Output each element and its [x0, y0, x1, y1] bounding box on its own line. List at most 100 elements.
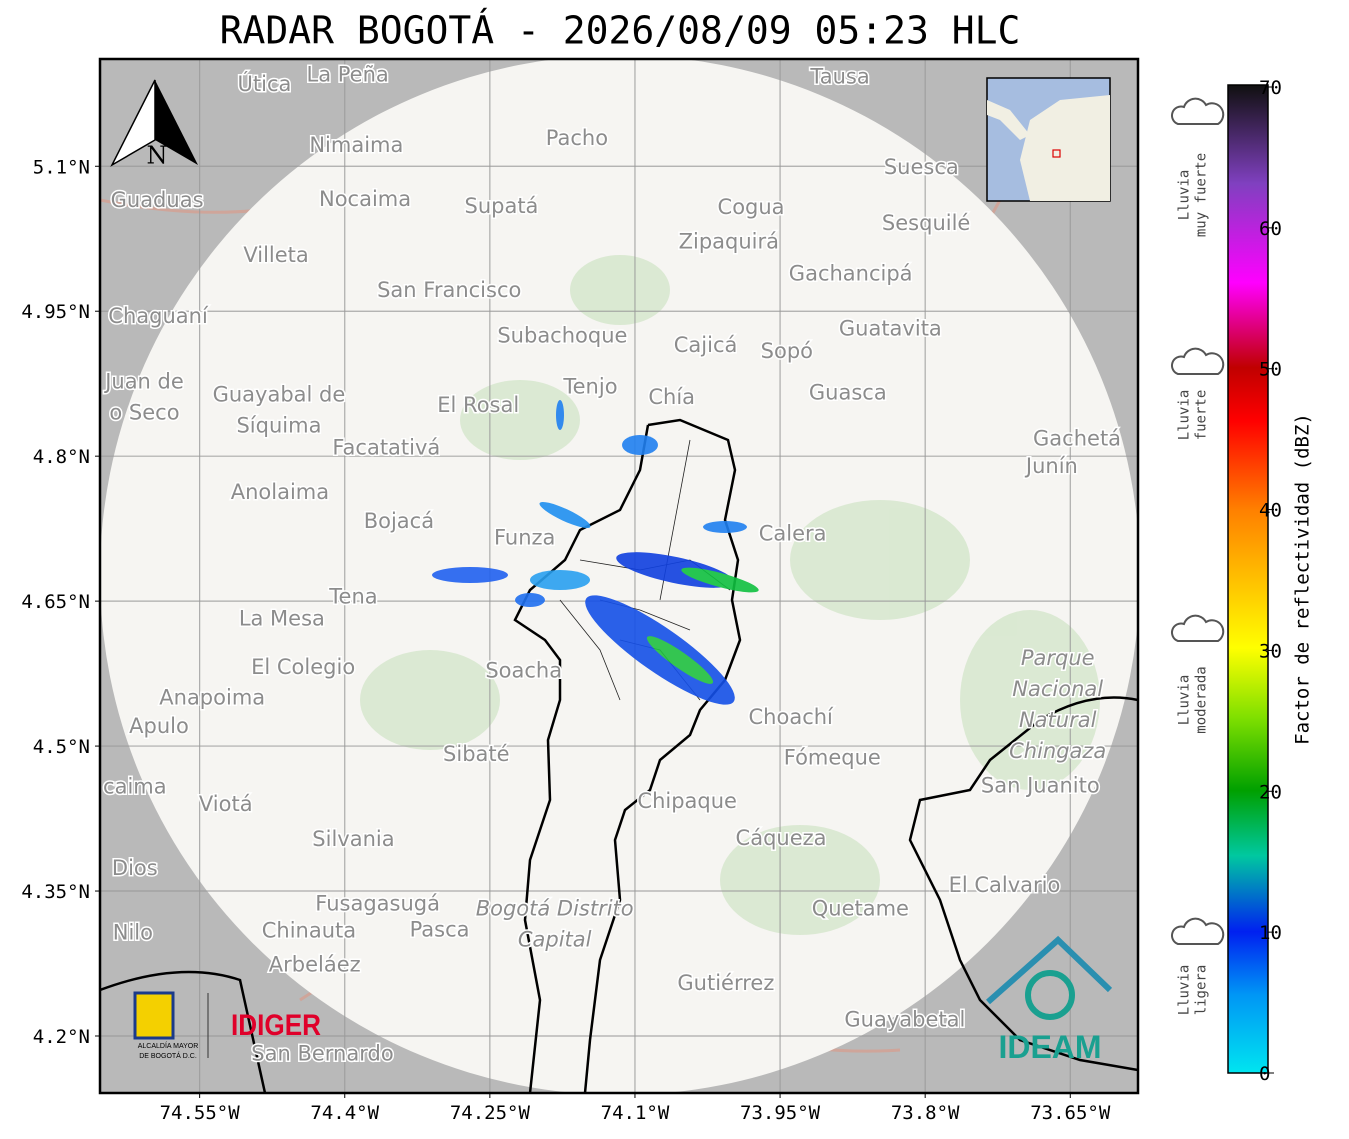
- place-label: Nilo: [113, 921, 153, 945]
- place-label: Sesquilé: [882, 211, 970, 235]
- place-label: Calera: [759, 521, 827, 545]
- place-label: Capital: [518, 927, 592, 951]
- x-tick-label: 74.4°W: [310, 1102, 379, 1124]
- place: Dios: [110, 854, 159, 881]
- rain-level: Lluvia moderada: [1171, 614, 1225, 734]
- place-label: Viotá: [199, 792, 253, 816]
- colorbar-tick-label: 30: [1259, 640, 1282, 662]
- place-label: Villeta: [243, 243, 308, 267]
- place: Chinauta: [260, 917, 357, 944]
- place-label: Cáqueza: [736, 826, 827, 850]
- cloud-icon: [1171, 347, 1225, 375]
- place: La Peña: [305, 61, 390, 88]
- rain-label: ligera: [1194, 965, 1210, 1016]
- place: Viotá: [197, 791, 254, 818]
- place: Cajicá: [672, 332, 739, 359]
- map-frame: [98, 57, 1140, 1095]
- colorbar-tick-label: 50: [1259, 359, 1282, 381]
- place: Guaduas: [109, 187, 205, 214]
- y-tick-label: 4.8°N: [33, 446, 90, 468]
- place-label: Soacha: [485, 659, 562, 683]
- place-label: Tenjo: [562, 375, 617, 399]
- place: Zipaquirá: [677, 228, 780, 255]
- inset-map: [986, 77, 1111, 202]
- y-tick-label: 5.1°N: [33, 156, 90, 178]
- north-arrow: N: [110, 79, 198, 170]
- place: Villeta: [242, 242, 310, 269]
- place: Guayabal de Síquima: [211, 381, 347, 439]
- place: Subachoque: [496, 322, 629, 349]
- place: San Juanito: [979, 772, 1101, 799]
- place: El Colegio: [250, 653, 357, 680]
- y-tick-label: 4.2°N: [33, 1026, 90, 1048]
- rain-level: Lluvia muy fuerte: [1171, 97, 1225, 237]
- place-label: Fómeque: [784, 746, 881, 770]
- place: caima: [102, 773, 169, 800]
- radar-coverage: [100, 59, 1138, 1093]
- place-label: Gachetá: [1033, 427, 1121, 451]
- place: Nilo: [111, 919, 154, 946]
- cloud-icon: [1171, 97, 1225, 125]
- north-label: N: [147, 142, 168, 170]
- place-label: Subachoque: [497, 323, 627, 347]
- place-label: Tausa: [809, 64, 869, 88]
- rain-label: Lluvia: [1177, 390, 1193, 441]
- place: Útica: [236, 70, 293, 98]
- place-label: Facatativá: [332, 435, 440, 459]
- place-label: Bogotá Distrito: [476, 896, 634, 920]
- place-label: Chingaza: [1009, 739, 1106, 763]
- place-label: Arbeláez: [269, 952, 361, 976]
- place-label: Parque: [1021, 646, 1095, 670]
- place: Nocaima: [317, 186, 412, 213]
- place: Junín: [1022, 452, 1079, 479]
- place-label: Sibaté: [443, 742, 510, 766]
- place: Nimaima: [308, 131, 405, 158]
- place-label: Fusagasugá: [315, 892, 440, 916]
- place-label: Guaduas: [111, 188, 204, 212]
- colorbar: [1227, 84, 1269, 1074]
- x-tick-label: 74.25°W: [450, 1102, 531, 1124]
- place: Suesca: [882, 154, 960, 181]
- place: Parque Nacional Natural Chingaza: [1008, 644, 1108, 764]
- place-label: Apulo: [129, 714, 189, 738]
- place: Tenjo: [561, 373, 619, 400]
- place-label: Nocaima: [319, 187, 411, 211]
- place-label: Supatá: [464, 194, 538, 218]
- place-label: Chipaque: [637, 789, 737, 813]
- place: Silvania: [311, 825, 396, 852]
- place: Tausa: [808, 63, 871, 90]
- ideam-logo: IDEAM: [998, 1029, 1101, 1065]
- place: Bojacá: [362, 507, 435, 534]
- place-label: Sopó: [761, 339, 813, 363]
- place: La Mesa: [237, 605, 326, 632]
- place: Choachí: [747, 704, 836, 731]
- place: Arbeláez: [267, 951, 362, 978]
- place-label: Funza: [494, 525, 555, 549]
- place: Fómeque: [782, 744, 882, 771]
- place: Supatá: [463, 192, 540, 219]
- boundaries: [100, 418, 1138, 1093]
- place-label: Guayabetal: [844, 1008, 965, 1032]
- place: Chipaque: [636, 788, 739, 815]
- y-tick-label: 4.95°N: [21, 301, 90, 323]
- place-label: Guatavita: [839, 317, 942, 341]
- place-label: Guayabal de: [213, 382, 346, 406]
- place-label: Anolaima: [231, 480, 329, 504]
- place-label: o Seco: [109, 401, 179, 425]
- place: Sibaté: [442, 740, 512, 767]
- place: Anolaima: [229, 478, 330, 505]
- place: San Francisco: [376, 276, 523, 303]
- place-label: Chinauta: [262, 919, 356, 943]
- place: Pacho: [544, 125, 609, 152]
- place: San Bernardo: [250, 1040, 395, 1067]
- place-label: Cajicá: [674, 333, 738, 357]
- place-label: La Mesa: [239, 606, 325, 630]
- place-label: Silvania: [312, 827, 394, 851]
- place: Apulo: [128, 712, 191, 739]
- rain-label: moderada: [1194, 666, 1210, 733]
- place: Sopó: [759, 337, 814, 364]
- map: Útica La Peña Tausa Pacho Nimaima Guaduas Noca…: [100, 59, 1138, 1093]
- place-label: Nimaima: [309, 133, 403, 157]
- place: Guatavita: [837, 315, 943, 342]
